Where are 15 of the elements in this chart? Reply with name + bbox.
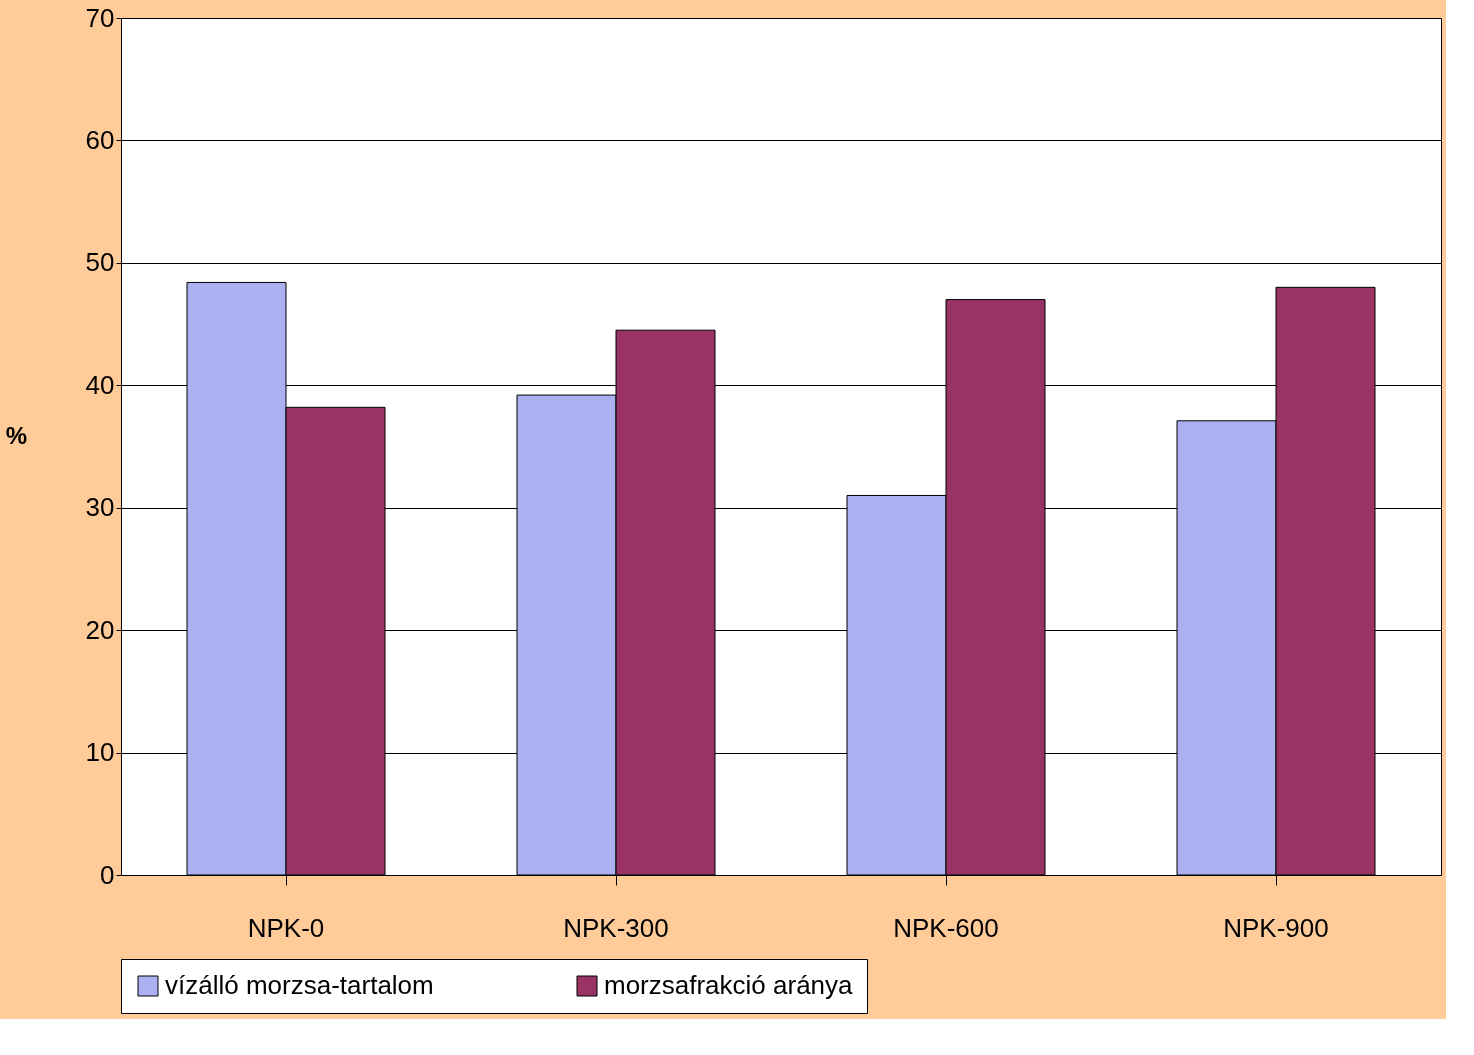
y-tick-label: 40 bbox=[85, 369, 115, 400]
y-tick-label: 20 bbox=[85, 614, 115, 645]
y-tick-label: 60 bbox=[85, 124, 115, 155]
y-tick-label: 70 bbox=[85, 2, 115, 33]
y-tick-label: 50 bbox=[85, 247, 115, 278]
y-tick-label: 10 bbox=[85, 737, 115, 768]
x-tick-label: NPK-300 bbox=[563, 912, 669, 943]
x-tick-label: NPK-0 bbox=[247, 912, 325, 943]
y-tick-label: 0 bbox=[100, 859, 115, 890]
y-axis-title: % bbox=[5, 421, 28, 449]
x-tick-label: NPK-900 bbox=[1223, 912, 1329, 943]
legend-label: morzsafrakció aránya bbox=[604, 970, 854, 1000]
x-tick-label: NPK-600 bbox=[893, 912, 999, 943]
y-tick-label: 30 bbox=[85, 492, 115, 523]
legend-label: vízálló morzsa-tartalom bbox=[165, 970, 434, 1000]
